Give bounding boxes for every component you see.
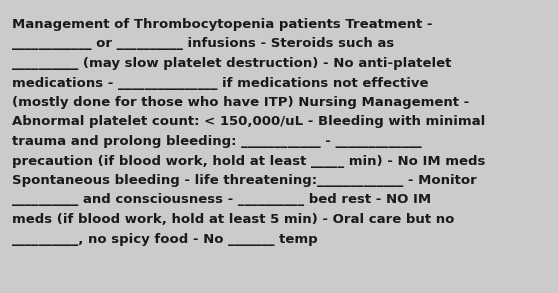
Text: Management of Thrombocytopenia patients Treatment -: Management of Thrombocytopenia patients … — [12, 18, 432, 31]
Text: Spontaneous bleeding - life threatening:_____________ - Monitor: Spontaneous bleeding - life threatening:… — [12, 174, 477, 187]
Text: trauma and prolong bleeding: ____________ - _____________: trauma and prolong bleeding: ___________… — [12, 135, 422, 148]
Text: __________ and consciousness - __________ bed rest - NO IM: __________ and consciousness - _________… — [12, 193, 431, 207]
Text: ____________ or __________ infusions - Steroids such as: ____________ or __________ infusions - S… — [12, 38, 395, 50]
Text: precaution (if blood work, hold at least _____ min) - No IM meds: precaution (if blood work, hold at least… — [12, 154, 485, 168]
Text: Abnormal platelet count: < 150,000/uL - Bleeding with minimal: Abnormal platelet count: < 150,000/uL - … — [12, 115, 485, 129]
Text: __________, no spicy food - No _______ temp: __________, no spicy food - No _______ t… — [12, 233, 318, 246]
Text: medications - _______________ if medications not effective: medications - _______________ if medicat… — [12, 76, 429, 89]
Text: meds (if blood work, hold at least 5 min) - Oral care but no: meds (if blood work, hold at least 5 min… — [12, 213, 454, 226]
Text: __________ (may slow platelet destruction) - No anti-platelet: __________ (may slow platelet destructio… — [12, 57, 451, 70]
Text: (mostly done for those who have ITP) Nursing Management -: (mostly done for those who have ITP) Nur… — [12, 96, 469, 109]
